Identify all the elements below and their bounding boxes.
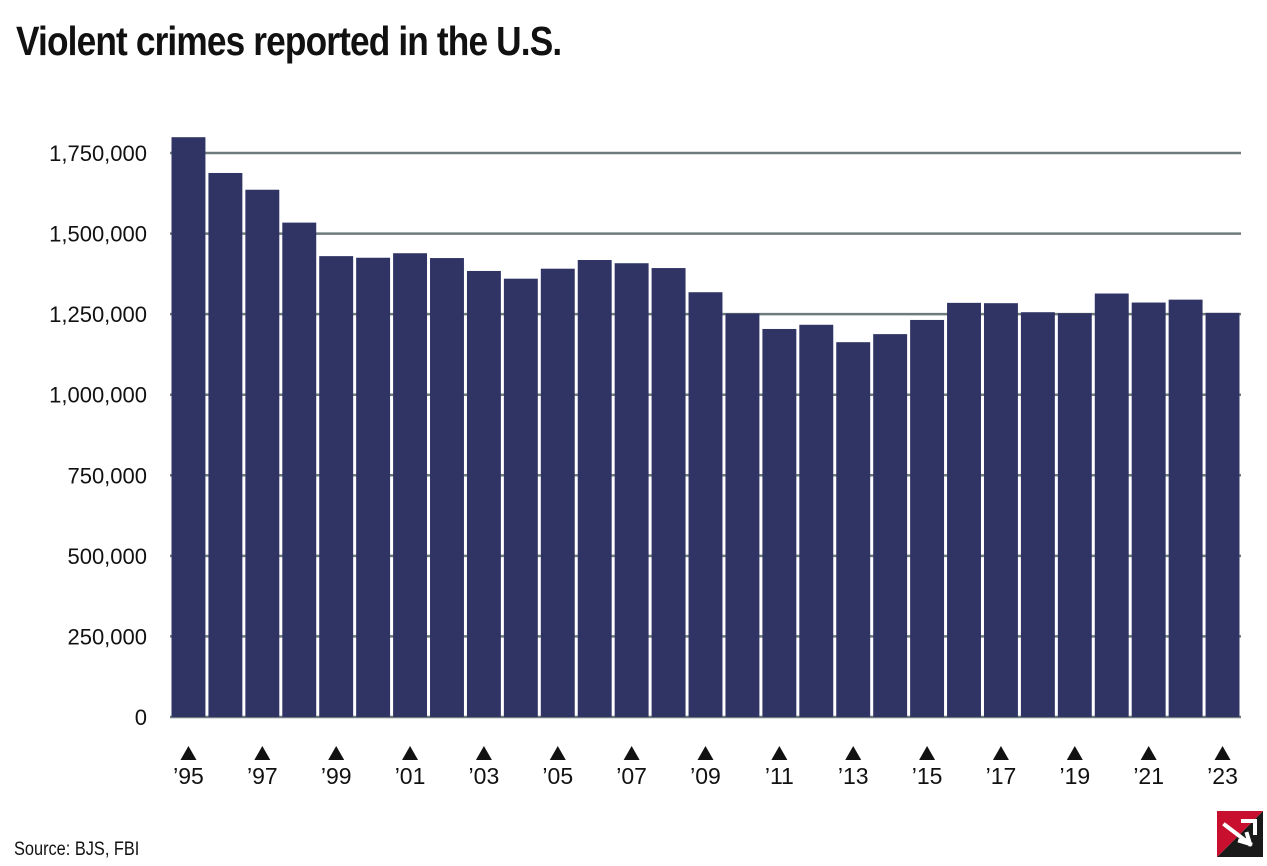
x-tick-label: ’97 bbox=[247, 763, 278, 789]
bar-2003 bbox=[466, 270, 501, 717]
x-tick-marker bbox=[771, 746, 788, 760]
x-tick-label: ’03 bbox=[469, 763, 500, 789]
bar-2015 bbox=[910, 319, 945, 717]
x-tick-marker bbox=[1140, 746, 1157, 760]
x-tick-marker bbox=[845, 746, 862, 760]
y-tick-label: 500,000 bbox=[67, 544, 147, 569]
x-tick-marker bbox=[697, 746, 714, 760]
bar-chart: 0 250,000 500,000 750,000 1,000,000 1,250,000… bbox=[49, 137, 1241, 789]
y-axis-labels: 0 250,000 500,000 750,000 1,000,000 1,250,000… bbox=[49, 141, 147, 730]
x-tick-label: ’05 bbox=[542, 763, 573, 789]
bar-2009 bbox=[688, 292, 723, 717]
x-tick-marker bbox=[919, 746, 936, 760]
x-tick-marker bbox=[402, 746, 419, 760]
x-tick-label: ’07 bbox=[616, 763, 647, 789]
y-tick-label: 750,000 bbox=[67, 463, 147, 488]
x-tick-marker bbox=[475, 746, 492, 760]
bar-2006 bbox=[577, 259, 612, 717]
bar-2012 bbox=[799, 324, 834, 717]
bar-2022 bbox=[1168, 299, 1203, 717]
bar-2016 bbox=[947, 302, 981, 717]
bar-2001 bbox=[393, 253, 428, 718]
x-tick-marker bbox=[180, 746, 197, 760]
bar-1996 bbox=[208, 172, 243, 718]
bar-2020 bbox=[1094, 293, 1129, 717]
x-tick-marker bbox=[623, 746, 640, 760]
bar-2011 bbox=[762, 328, 797, 717]
x-tick-label: ’19 bbox=[1059, 763, 1090, 789]
bar-2014 bbox=[873, 334, 908, 717]
bar-2010 bbox=[725, 313, 760, 717]
x-tick-label: ’23 bbox=[1207, 763, 1238, 789]
bar-2021 bbox=[1131, 302, 1166, 717]
x-tick-marker bbox=[1214, 746, 1231, 760]
y-tick-label: 1,500,000 bbox=[49, 222, 147, 247]
x-tick-label: ’13 bbox=[838, 763, 869, 789]
x-tick-label: ’09 bbox=[690, 763, 721, 789]
x-tick-marker bbox=[992, 746, 1009, 760]
y-tick-label: 1,250,000 bbox=[49, 302, 147, 327]
bar-1998 bbox=[282, 222, 317, 717]
x-tick-marker bbox=[254, 746, 271, 760]
x-tick-label: ’99 bbox=[321, 763, 352, 789]
bar-2008 bbox=[651, 268, 686, 717]
logo-icon bbox=[1217, 811, 1263, 857]
y-tick-label: 1,750,000 bbox=[49, 141, 147, 166]
source-note: Source: BJS, FBI bbox=[14, 839, 140, 860]
bar-2013 bbox=[836, 342, 871, 717]
bars bbox=[171, 137, 1240, 718]
bar-2019 bbox=[1057, 313, 1092, 717]
x-tick-label: ’11 bbox=[765, 763, 794, 789]
bar-1997 bbox=[245, 189, 280, 717]
x-tick-marker bbox=[549, 746, 566, 760]
x-tick-label: ’21 bbox=[1133, 763, 1164, 789]
bar-1999 bbox=[319, 256, 354, 717]
y-tick-label: 250,000 bbox=[67, 624, 147, 649]
x-tick-label: ’15 bbox=[912, 763, 943, 789]
bar-2004 bbox=[503, 278, 538, 717]
y-tick-label: 1,000,000 bbox=[49, 383, 147, 408]
bar-2002 bbox=[430, 258, 464, 717]
bar-2005 bbox=[540, 268, 575, 717]
x-tick-label: ’95 bbox=[173, 763, 204, 789]
bar-2018 bbox=[1020, 312, 1055, 717]
x-tick-label: ’17 bbox=[986, 763, 1017, 789]
bar-1995 bbox=[171, 137, 206, 717]
x-tick-marker bbox=[1066, 746, 1083, 760]
x-tick-marker bbox=[328, 746, 345, 760]
bar-2017 bbox=[983, 303, 1018, 717]
x-axis-ticks: ’95 ’97 ’99 ’01 ’03 ’05 ’07 ’09 ’11 ’13 ’15 ’17 ’19 ’… bbox=[173, 746, 1238, 789]
bar-2023 bbox=[1205, 312, 1240, 717]
chart-title: Violent crimes reported in the U.S. bbox=[16, 18, 562, 64]
bar-2007 bbox=[614, 263, 649, 717]
bar-2000 bbox=[356, 257, 391, 717]
y-tick-label: 0 bbox=[135, 705, 147, 730]
x-tick-label: ’01 bbox=[395, 763, 426, 789]
